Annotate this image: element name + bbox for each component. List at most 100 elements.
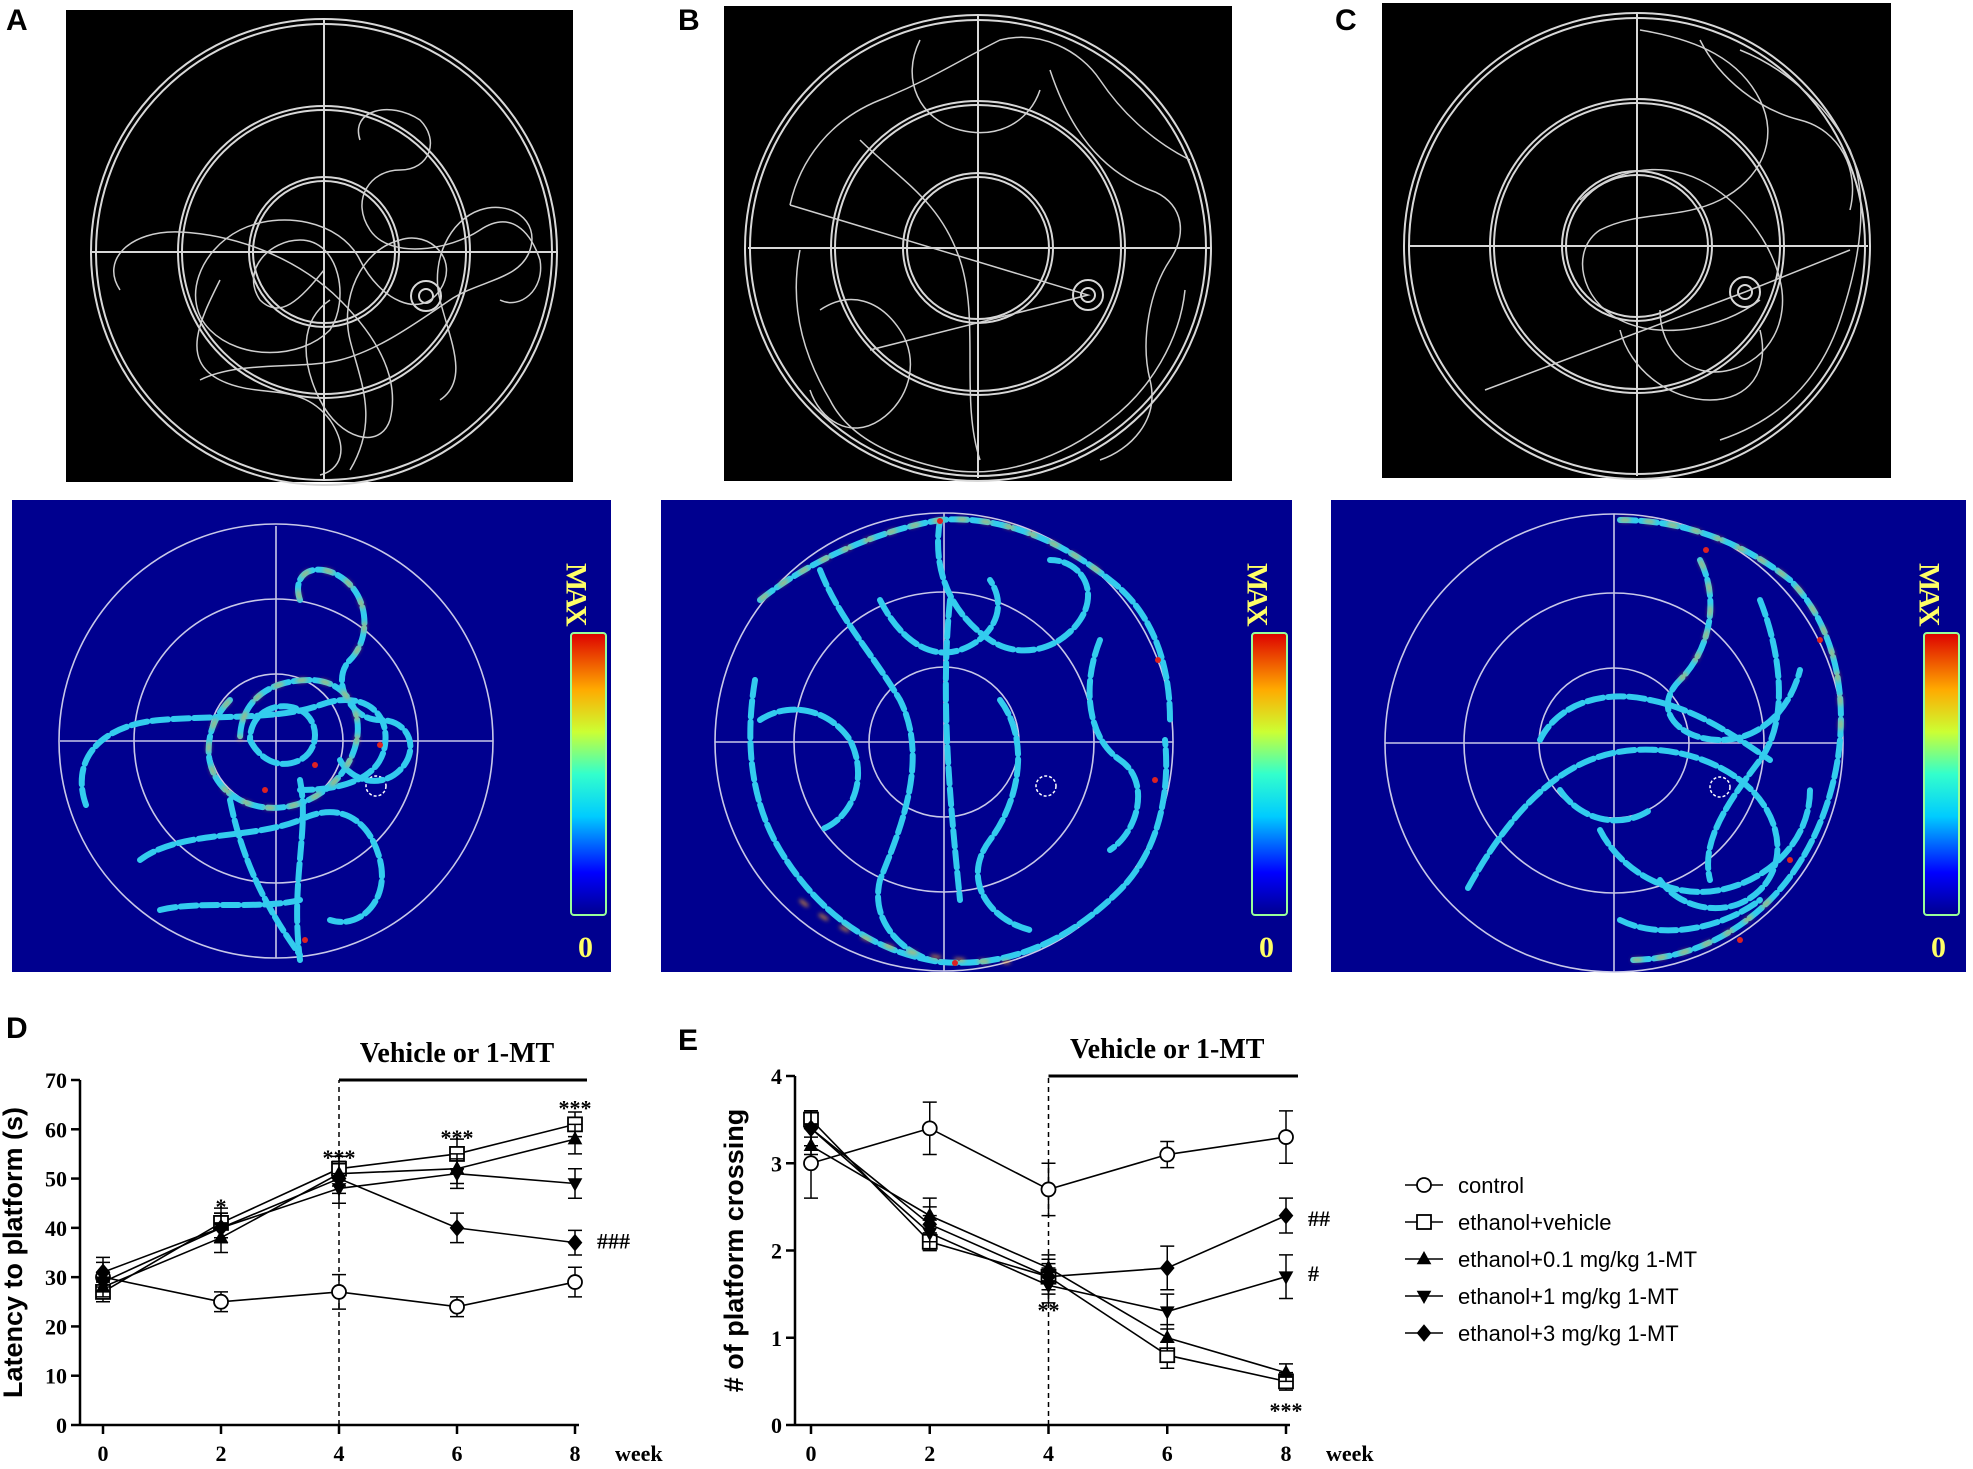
y-tick-label: 3 xyxy=(771,1151,782,1176)
data-point xyxy=(803,1119,819,1138)
data-point xyxy=(331,1169,347,1188)
y-tick-label: 2 xyxy=(771,1239,782,1264)
colorbar-max-b: MAX xyxy=(1241,563,1274,627)
panel-label-c: C xyxy=(1335,4,1357,37)
x-tick-label: 0 xyxy=(806,1441,817,1466)
heatmap-c: MAX 0 xyxy=(1331,500,1966,973)
data-point xyxy=(567,1178,583,1192)
x-tick-label: 8 xyxy=(570,1441,581,1466)
x-tick-label: 2 xyxy=(924,1441,935,1466)
track-plot-b xyxy=(724,6,1232,482)
y-axis-label: Latency to platform (s) xyxy=(0,1107,28,1398)
y-tick-label: 0 xyxy=(771,1413,782,1438)
data-point xyxy=(1159,1259,1175,1277)
legend-label: ethanol+vehicle xyxy=(1458,1210,1612,1235)
x-tick-label: 6 xyxy=(452,1441,463,1466)
legend-marker xyxy=(1416,1324,1432,1342)
legend-label: ethanol+3 mg/kg 1-MT xyxy=(1458,1321,1679,1346)
panel-label-b: B xyxy=(678,4,700,37)
data-point xyxy=(449,1298,465,1315)
significance-label: *** xyxy=(559,1096,592,1121)
data-point xyxy=(95,1263,111,1281)
legend-marker xyxy=(1416,1290,1432,1305)
legend-item: control xyxy=(1405,1173,1524,1198)
x-tick-label: 0 xyxy=(98,1441,109,1466)
y-tick-label: 40 xyxy=(45,1216,67,1241)
y-tick-label: 0 xyxy=(56,1413,67,1438)
colorbar-max-c: MAX xyxy=(1913,563,1946,627)
data-point xyxy=(1041,1267,1056,1286)
data-point xyxy=(1278,1364,1294,1378)
chart-latency: 0 10 20 30 40 50 60 70 0 2 4 6 8 week Latency to platf… xyxy=(0,1038,663,1466)
colorbar-max-a: MAX xyxy=(560,563,593,627)
panel-label-d: D xyxy=(6,1012,28,1045)
significance-label: ** xyxy=(1038,1298,1060,1323)
colorbar-min-a: 0 xyxy=(578,931,593,964)
x-tick-label: 8 xyxy=(1281,1441,1292,1466)
data-point xyxy=(213,1219,229,1237)
data-point xyxy=(1159,1306,1175,1320)
series-0 xyxy=(803,1101,1294,1217)
colorbar-min-c: 0 xyxy=(1931,931,1946,964)
series-4 xyxy=(95,1163,583,1288)
track-plot-c xyxy=(1382,3,1891,480)
legend-marker xyxy=(1416,1214,1432,1230)
heatmap-b: MAX 0 xyxy=(661,500,1292,972)
legend-item: ethanol+1 mg/kg 1-MT xyxy=(1405,1284,1679,1309)
heatmap-a: MAX 0 xyxy=(12,500,611,972)
y-tick-label: 10 xyxy=(45,1364,67,1389)
significance-label: * xyxy=(216,1194,227,1219)
y-tick-label: 60 xyxy=(45,1117,67,1142)
legend-label: control xyxy=(1458,1173,1524,1198)
legend-item: ethanol+0.1 mg/kg 1-MT xyxy=(1405,1247,1697,1272)
x-tick-label: 4 xyxy=(1043,1441,1054,1466)
x-tick-label: 2 xyxy=(216,1441,227,1466)
data-point xyxy=(922,1215,938,1234)
series-4 xyxy=(803,1110,1294,1295)
x-axis-label: week xyxy=(615,1441,663,1466)
data-point xyxy=(1278,1206,1294,1225)
data-point xyxy=(567,1233,583,1252)
significance-label: *** xyxy=(323,1145,356,1170)
legend-label: ethanol+0.1 mg/kg 1-MT xyxy=(1458,1247,1697,1272)
y-axis-label: # of platform crossing xyxy=(719,1109,749,1393)
significance-label: *** xyxy=(1270,1398,1303,1423)
track-plot-a xyxy=(66,10,573,486)
x-tick-label: 4 xyxy=(334,1441,345,1466)
data-point xyxy=(803,1155,819,1172)
series-0 xyxy=(95,1261,583,1318)
x-tick-label: 6 xyxy=(1162,1441,1173,1466)
data-point xyxy=(1159,1329,1175,1343)
data-point xyxy=(331,1284,347,1300)
data-point xyxy=(1278,1129,1294,1145)
data-point xyxy=(449,1219,465,1237)
legend-label: ethanol+1 mg/kg 1-MT xyxy=(1458,1284,1679,1309)
legend-marker xyxy=(1416,1250,1432,1265)
data-point xyxy=(1278,1271,1294,1285)
y-tick-label: 50 xyxy=(45,1167,67,1192)
treatment-label: Vehicle or 1-MT xyxy=(360,1038,555,1069)
significance-label: ## xyxy=(1308,1206,1330,1231)
y-tick-label: 70 xyxy=(45,1068,67,1093)
y-tick-label: 1 xyxy=(771,1326,782,1351)
legend-item: ethanol+3 mg/kg 1-MT xyxy=(1405,1321,1679,1346)
panel-label-e: E xyxy=(678,1024,698,1057)
data-point xyxy=(921,1120,938,1137)
data-point xyxy=(567,1274,583,1290)
panel-label-a: A xyxy=(6,4,28,37)
data-point xyxy=(567,1131,583,1145)
colorbar-min-b: 0 xyxy=(1259,931,1274,964)
data-point xyxy=(1040,1181,1057,1198)
significance-label: *** xyxy=(441,1125,474,1150)
data-point xyxy=(449,1168,465,1182)
significance-label: # xyxy=(1308,1261,1319,1286)
y-tick-label: 4 xyxy=(771,1064,782,1089)
data-point xyxy=(1159,1146,1176,1163)
y-tick-label: 30 xyxy=(45,1265,67,1290)
significance-label: ### xyxy=(597,1229,630,1254)
legend-item: ethanol+vehicle xyxy=(1405,1210,1612,1235)
x-axis-label: week xyxy=(1326,1441,1374,1466)
y-tick-label: 20 xyxy=(45,1314,67,1339)
chart-platform-crossing: 0 1 2 3 4 0 2 4 6 8 week # of platform crossing Vehi… xyxy=(719,1034,1374,1466)
treatment-label: Vehicle or 1-MT xyxy=(1070,1034,1265,1065)
